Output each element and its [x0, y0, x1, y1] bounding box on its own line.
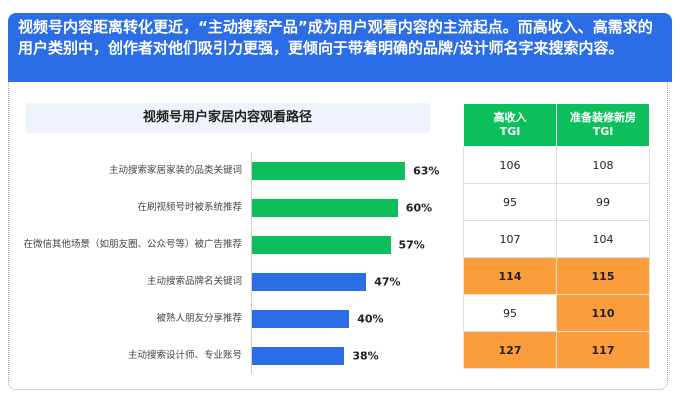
table-cell: 110 — [556, 294, 650, 332]
column-header: 准备装修新房 TGI — [556, 103, 650, 147]
data-label: 57% — [398, 238, 425, 252]
table-cell: 104 — [556, 220, 650, 258]
bar — [252, 273, 367, 291]
table-row: 127 117 — [463, 331, 650, 369]
category-label: 主动搜索品牌名关键词 — [146, 276, 242, 287]
data-label: 38% — [352, 349, 379, 363]
category-label: 主动搜索家居家装的品类关键词 — [108, 165, 242, 176]
table-cell: 106 — [463, 146, 557, 184]
content-panel — [8, 82, 668, 390]
table-row: 114 115 — [463, 257, 650, 295]
table-cell: 117 — [556, 331, 650, 369]
headline: 视频号内容距离转化更近，“主动搜索产品”成为用户观看内容的主流起点。而高收入、高… — [8, 13, 672, 82]
chart-title: 视频号用户家居内容观看路径 — [25, 103, 430, 133]
table-cell: 115 — [556, 257, 650, 295]
category-label: 主动搜索设计师、专业账号 — [127, 350, 242, 361]
table-cell: 99 — [556, 183, 650, 221]
category-label: 在刷视频号时被系统推荐 — [137, 202, 242, 213]
bar — [252, 347, 345, 365]
table-row: 106 108 — [463, 146, 650, 184]
y-axis-line — [251, 152, 252, 374]
bar — [252, 199, 398, 217]
tgi-table: 高收入 TGI 准备装修新房 TGI 106 108 95 99 107 104 114 115 95… — [463, 103, 650, 369]
data-label: 60% — [405, 201, 433, 215]
data-label: 40% — [357, 312, 384, 326]
table-cell: 127 — [463, 331, 557, 369]
column-header: 高收入 TGI — [463, 103, 557, 147]
table-row: 95 110 — [463, 294, 650, 332]
table-row: 107 104 — [463, 220, 650, 258]
data-label: 47% — [374, 275, 401, 289]
table-row: 95 99 — [463, 183, 650, 221]
table-cell: 95 — [463, 294, 557, 332]
table-cell: 107 — [463, 220, 557, 258]
bar — [252, 310, 350, 328]
table-cell: 108 — [556, 146, 650, 184]
category-label: 被熟人朋友分享推荐 — [156, 313, 242, 324]
data-label: 63% — [413, 164, 440, 178]
bar — [252, 162, 406, 180]
table-cell: 95 — [463, 183, 557, 221]
category-label: 在微信其他场景（如朋友圈、公众号等）被广告推荐 — [23, 239, 242, 250]
table-cell: 114 — [463, 257, 557, 295]
bar — [252, 236, 391, 254]
